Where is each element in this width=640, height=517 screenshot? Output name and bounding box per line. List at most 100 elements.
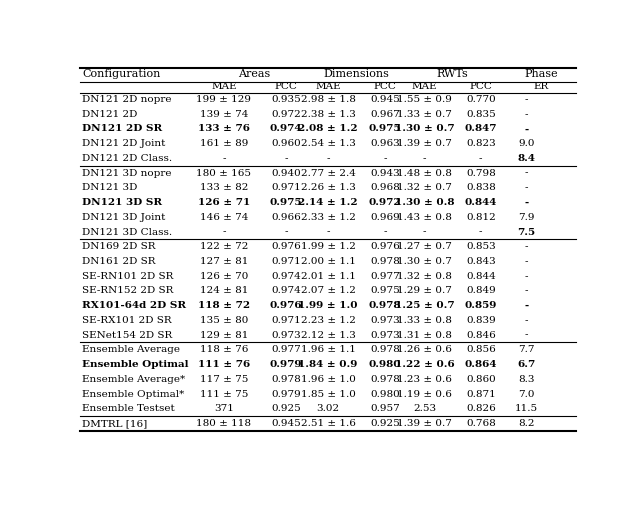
Text: 0.974: 0.974 <box>269 125 302 133</box>
Text: 0.973: 0.973 <box>370 316 400 325</box>
Text: 1.43 ± 0.8: 1.43 ± 0.8 <box>397 213 452 222</box>
Text: 0.975: 0.975 <box>269 198 302 207</box>
Text: PCC: PCC <box>374 82 396 91</box>
Text: 126 ± 70: 126 ± 70 <box>200 272 248 281</box>
Text: MAE: MAE <box>315 82 341 91</box>
Text: 2.07 ± 1.2: 2.07 ± 1.2 <box>301 286 355 295</box>
Text: 133 ± 76: 133 ± 76 <box>198 125 250 133</box>
Text: 1.29 ± 0.7: 1.29 ± 0.7 <box>397 286 452 295</box>
Text: 0.838: 0.838 <box>466 184 495 192</box>
Text: 0.925: 0.925 <box>370 419 400 428</box>
Text: 371: 371 <box>214 404 234 413</box>
Text: 2.14 ± 1.2: 2.14 ± 1.2 <box>298 198 358 207</box>
Text: 0.971: 0.971 <box>271 184 301 192</box>
Text: 0.945: 0.945 <box>271 419 301 428</box>
Text: 1.96 ± 1.0: 1.96 ± 1.0 <box>301 375 355 384</box>
Text: 1.30 ± 0.7: 1.30 ± 0.7 <box>397 257 452 266</box>
Text: 0.966: 0.966 <box>271 213 301 222</box>
Text: 7.0: 7.0 <box>518 389 534 399</box>
Text: 127 ± 81: 127 ± 81 <box>200 257 248 266</box>
Text: 129 ± 81: 129 ± 81 <box>200 331 248 340</box>
Text: 0.839: 0.839 <box>466 316 495 325</box>
Text: 1.30 ± 0.7: 1.30 ± 0.7 <box>395 125 454 133</box>
Text: 0.853: 0.853 <box>466 242 495 251</box>
Text: 180 ± 165: 180 ± 165 <box>196 169 252 178</box>
Text: PCC: PCC <box>275 82 297 91</box>
Text: DN121 3D SR: DN121 3D SR <box>83 198 163 207</box>
Text: 2.54 ± 1.3: 2.54 ± 1.3 <box>301 139 355 148</box>
Text: 1.25 ± 0.7: 1.25 ± 0.7 <box>395 301 454 310</box>
Text: 0.980: 0.980 <box>369 360 401 369</box>
Text: 0.849: 0.849 <box>466 286 495 295</box>
Text: -: - <box>423 154 426 163</box>
Text: 0.864: 0.864 <box>465 360 497 369</box>
Text: MAE: MAE <box>211 82 237 91</box>
Text: DN121 2D Class.: DN121 2D Class. <box>83 154 173 163</box>
Text: 2.00 ± 1.1: 2.00 ± 1.1 <box>301 257 355 266</box>
Text: DN121 3D Class.: DN121 3D Class. <box>83 227 173 236</box>
Text: DN169 2D SR: DN169 2D SR <box>83 242 156 251</box>
Text: Areas: Areas <box>239 69 271 79</box>
Text: 0.978: 0.978 <box>369 301 401 310</box>
Text: -: - <box>479 154 483 163</box>
Text: 0.968: 0.968 <box>370 184 400 192</box>
Text: 8.3: 8.3 <box>518 375 534 384</box>
Text: 118 ± 72: 118 ± 72 <box>198 301 250 310</box>
Text: 6.7: 6.7 <box>517 360 536 369</box>
Text: -: - <box>423 227 426 236</box>
Text: 0.977: 0.977 <box>370 272 400 281</box>
Text: 0.980: 0.980 <box>370 389 400 399</box>
Text: 1.33 ± 0.8: 1.33 ± 0.8 <box>397 316 452 325</box>
Text: 0.978: 0.978 <box>370 257 400 266</box>
Text: -: - <box>525 95 528 104</box>
Text: 0.826: 0.826 <box>466 404 495 413</box>
Text: DN121 3D nopre: DN121 3D nopre <box>83 169 172 178</box>
Text: 1.48 ± 0.8: 1.48 ± 0.8 <box>397 169 452 178</box>
Text: 180 ± 118: 180 ± 118 <box>196 419 252 428</box>
Text: SENet154 2D SR: SENet154 2D SR <box>83 331 173 340</box>
Text: 0.973: 0.973 <box>271 331 301 340</box>
Text: 0.957: 0.957 <box>370 404 400 413</box>
Text: 0.945: 0.945 <box>370 95 400 104</box>
Text: 0.975: 0.975 <box>370 286 400 295</box>
Text: 111 ± 76: 111 ± 76 <box>198 360 250 369</box>
Text: 2.08 ± 1.2: 2.08 ± 1.2 <box>298 125 358 133</box>
Text: 0.973: 0.973 <box>370 331 400 340</box>
Text: 1.30 ± 0.8: 1.30 ± 0.8 <box>395 198 454 207</box>
Text: 0.963: 0.963 <box>370 139 400 148</box>
Text: DN121 2D: DN121 2D <box>83 110 138 119</box>
Text: 1.31 ± 0.8: 1.31 ± 0.8 <box>397 331 452 340</box>
Text: 0.925: 0.925 <box>271 404 301 413</box>
Text: -: - <box>326 154 330 163</box>
Text: 0.960: 0.960 <box>271 139 301 148</box>
Text: -: - <box>383 227 387 236</box>
Text: Ensemble Optimal*: Ensemble Optimal* <box>83 389 185 399</box>
Text: Ensemble Testset: Ensemble Testset <box>83 404 175 413</box>
Text: -: - <box>525 184 528 192</box>
Text: 1.39 ± 0.7: 1.39 ± 0.7 <box>397 419 452 428</box>
Text: 2.23 ± 1.2: 2.23 ± 1.2 <box>301 316 355 325</box>
Text: -: - <box>525 110 528 119</box>
Text: 9.0: 9.0 <box>518 139 534 148</box>
Text: 0.860: 0.860 <box>466 375 495 384</box>
Text: 0.967: 0.967 <box>370 110 400 119</box>
Text: 139 ± 74: 139 ± 74 <box>200 110 248 119</box>
Text: Phase: Phase <box>524 69 558 79</box>
Text: 0.843: 0.843 <box>466 257 495 266</box>
Text: -: - <box>479 227 483 236</box>
Text: -: - <box>525 272 528 281</box>
Text: 1.55 ± 0.9: 1.55 ± 0.9 <box>397 95 452 104</box>
Text: MAE: MAE <box>412 82 438 91</box>
Text: 135 ± 80: 135 ± 80 <box>200 316 248 325</box>
Text: -: - <box>525 316 528 325</box>
Text: RWTs: RWTs <box>436 69 468 79</box>
Text: -: - <box>525 242 528 251</box>
Text: 0.835: 0.835 <box>466 110 495 119</box>
Text: SE-RN101 2D SR: SE-RN101 2D SR <box>83 272 174 281</box>
Text: DN121 2D SR: DN121 2D SR <box>83 125 163 133</box>
Text: 0.856: 0.856 <box>466 345 495 354</box>
Text: 1.26 ± 0.6: 1.26 ± 0.6 <box>397 345 452 354</box>
Text: 1.23 ± 0.6: 1.23 ± 0.6 <box>397 375 452 384</box>
Text: 117 ± 75: 117 ± 75 <box>200 375 248 384</box>
Text: 0.974: 0.974 <box>271 272 301 281</box>
